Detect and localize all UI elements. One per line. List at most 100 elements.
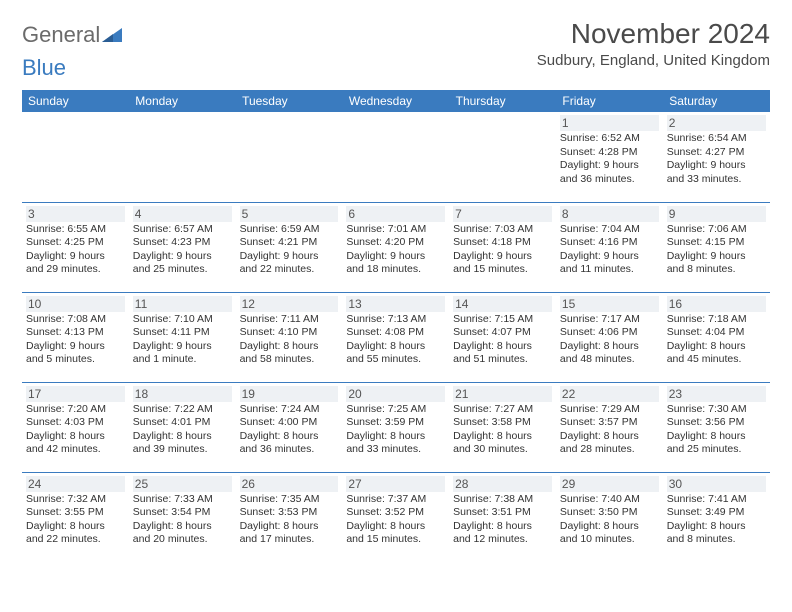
calendar-day-cell: 4Sunrise: 6:57 AMSunset: 4:23 PMDaylight…: [129, 202, 236, 292]
sunset-text: Sunset: 4:27 PM: [667, 146, 766, 160]
day-number: 7: [453, 206, 552, 222]
sunrise-text: Sunrise: 7:22 AM: [133, 403, 232, 417]
daylight-text: Daylight: 8 hours and 15 minutes.: [346, 520, 445, 547]
day-details: Sunrise: 7:29 AMSunset: 3:57 PMDaylight:…: [560, 403, 659, 458]
sunrise-text: Sunrise: 7:10 AM: [133, 313, 232, 327]
day-details: Sunrise: 7:22 AMSunset: 4:01 PMDaylight:…: [133, 403, 232, 458]
sunrise-text: Sunrise: 7:18 AM: [667, 313, 766, 327]
sunset-text: Sunset: 3:52 PM: [346, 506, 445, 520]
day-details: Sunrise: 7:03 AMSunset: 4:18 PMDaylight:…: [453, 223, 552, 278]
day-number: 5: [240, 206, 339, 222]
sunrise-text: Sunrise: 7:32 AM: [26, 493, 125, 507]
day-details: Sunrise: 7:33 AMSunset: 3:54 PMDaylight:…: [133, 493, 232, 548]
logo-triangle-icon: [102, 28, 122, 47]
calendar-day-cell: 10Sunrise: 7:08 AMSunset: 4:13 PMDayligh…: [22, 292, 129, 382]
day-number: 10: [26, 296, 125, 312]
sunrise-text: Sunrise: 7:03 AM: [453, 223, 552, 237]
sunset-text: Sunset: 3:51 PM: [453, 506, 552, 520]
daylight-text: Daylight: 9 hours and 33 minutes.: [667, 159, 766, 186]
logo-text-general: General: [22, 22, 100, 47]
day-details: Sunrise: 6:52 AMSunset: 4:28 PMDaylight:…: [560, 132, 659, 187]
day-number: 1: [560, 115, 659, 131]
day-details: Sunrise: 7:30 AMSunset: 3:56 PMDaylight:…: [667, 403, 766, 458]
daylight-text: Daylight: 8 hours and 12 minutes.: [453, 520, 552, 547]
calendar-week-row: 3Sunrise: 6:55 AMSunset: 4:25 PMDaylight…: [22, 202, 770, 292]
calendar-day-cell: 3Sunrise: 6:55 AMSunset: 4:25 PMDaylight…: [22, 202, 129, 292]
daylight-text: Daylight: 9 hours and 22 minutes.: [240, 250, 339, 277]
day-number: 21: [453, 386, 552, 402]
day-details: Sunrise: 7:17 AMSunset: 4:06 PMDaylight:…: [560, 313, 659, 368]
sunrise-text: Sunrise: 7:01 AM: [346, 223, 445, 237]
day-number: 17: [26, 386, 125, 402]
sunrise-text: Sunrise: 7:24 AM: [240, 403, 339, 417]
calendar-day-cell: 6Sunrise: 7:01 AMSunset: 4:20 PMDaylight…: [342, 202, 449, 292]
day-number: 6: [346, 206, 445, 222]
sunset-text: Sunset: 3:49 PM: [667, 506, 766, 520]
sunset-text: Sunset: 3:58 PM: [453, 416, 552, 430]
daylight-text: Daylight: 8 hours and 20 minutes.: [133, 520, 232, 547]
day-details: Sunrise: 7:11 AMSunset: 4:10 PMDaylight:…: [240, 313, 339, 368]
weekday-header: Sunday: [22, 90, 129, 112]
month-title: November 2024: [537, 18, 770, 50]
sunset-text: Sunset: 4:07 PM: [453, 326, 552, 340]
daylight-text: Daylight: 8 hours and 55 minutes.: [346, 340, 445, 367]
daylight-text: Daylight: 8 hours and 8 minutes.: [667, 520, 766, 547]
day-number: 20: [346, 386, 445, 402]
daylight-text: Daylight: 9 hours and 5 minutes.: [26, 340, 125, 367]
day-number: [346, 115, 445, 117]
daylight-text: Daylight: 8 hours and 33 minutes.: [346, 430, 445, 457]
day-details: Sunrise: 7:08 AMSunset: 4:13 PMDaylight:…: [26, 313, 125, 368]
sunset-text: Sunset: 4:04 PM: [667, 326, 766, 340]
day-details: Sunrise: 7:37 AMSunset: 3:52 PMDaylight:…: [346, 493, 445, 548]
sunrise-text: Sunrise: 7:08 AM: [26, 313, 125, 327]
day-details: Sunrise: 7:20 AMSunset: 4:03 PMDaylight:…: [26, 403, 125, 458]
daylight-text: Daylight: 8 hours and 42 minutes.: [26, 430, 125, 457]
day-number: 18: [133, 386, 232, 402]
sunset-text: Sunset: 4:06 PM: [560, 326, 659, 340]
day-number: 9: [667, 206, 766, 222]
day-details: Sunrise: 7:40 AMSunset: 3:50 PMDaylight:…: [560, 493, 659, 548]
sunset-text: Sunset: 3:50 PM: [560, 506, 659, 520]
daylight-text: Daylight: 8 hours and 48 minutes.: [560, 340, 659, 367]
day-number: 11: [133, 296, 232, 312]
calendar-week-row: 17Sunrise: 7:20 AMSunset: 4:03 PMDayligh…: [22, 382, 770, 472]
sunrise-text: Sunrise: 6:54 AM: [667, 132, 766, 146]
day-details: Sunrise: 7:32 AMSunset: 3:55 PMDaylight:…: [26, 493, 125, 548]
day-number: 30: [667, 476, 766, 492]
sunrise-text: Sunrise: 7:15 AM: [453, 313, 552, 327]
logo-text-blue: Blue: [22, 55, 66, 80]
daylight-text: Daylight: 8 hours and 25 minutes.: [667, 430, 766, 457]
calendar-day-cell: 18Sunrise: 7:22 AMSunset: 4:01 PMDayligh…: [129, 382, 236, 472]
calendar-day-cell: 29Sunrise: 7:40 AMSunset: 3:50 PMDayligh…: [556, 472, 663, 562]
daylight-text: Daylight: 9 hours and 8 minutes.: [667, 250, 766, 277]
sunrise-text: Sunrise: 6:59 AM: [240, 223, 339, 237]
sunset-text: Sunset: 4:21 PM: [240, 236, 339, 250]
calendar-day-cell: 27Sunrise: 7:37 AMSunset: 3:52 PMDayligh…: [342, 472, 449, 562]
sunrise-text: Sunrise: 7:30 AM: [667, 403, 766, 417]
calendar-week-row: 10Sunrise: 7:08 AMSunset: 4:13 PMDayligh…: [22, 292, 770, 382]
daylight-text: Daylight: 8 hours and 17 minutes.: [240, 520, 339, 547]
daylight-text: Daylight: 8 hours and 51 minutes.: [453, 340, 552, 367]
sunrise-text: Sunrise: 7:37 AM: [346, 493, 445, 507]
sunset-text: Sunset: 4:25 PM: [26, 236, 125, 250]
sunset-text: Sunset: 4:00 PM: [240, 416, 339, 430]
sunrise-text: Sunrise: 6:55 AM: [26, 223, 125, 237]
day-number: 25: [133, 476, 232, 492]
calendar-day-cell: [236, 112, 343, 202]
sunrise-text: Sunrise: 7:25 AM: [346, 403, 445, 417]
day-number: 12: [240, 296, 339, 312]
sunrise-text: Sunrise: 7:06 AM: [667, 223, 766, 237]
day-number: [26, 115, 125, 117]
sunrise-text: Sunrise: 6:57 AM: [133, 223, 232, 237]
location-subtitle: Sudbury, England, United Kingdom: [537, 52, 770, 69]
sunrise-text: Sunrise: 7:13 AM: [346, 313, 445, 327]
sunset-text: Sunset: 4:08 PM: [346, 326, 445, 340]
calendar-day-cell: 19Sunrise: 7:24 AMSunset: 4:00 PMDayligh…: [236, 382, 343, 472]
day-details: Sunrise: 7:15 AMSunset: 4:07 PMDaylight:…: [453, 313, 552, 368]
title-block: November 2024 Sudbury, England, United K…: [537, 18, 770, 69]
day-number: 27: [346, 476, 445, 492]
sunrise-text: Sunrise: 7:35 AM: [240, 493, 339, 507]
daylight-text: Daylight: 9 hours and 15 minutes.: [453, 250, 552, 277]
calendar-day-cell: 7Sunrise: 7:03 AMSunset: 4:18 PMDaylight…: [449, 202, 556, 292]
sunset-text: Sunset: 4:20 PM: [346, 236, 445, 250]
